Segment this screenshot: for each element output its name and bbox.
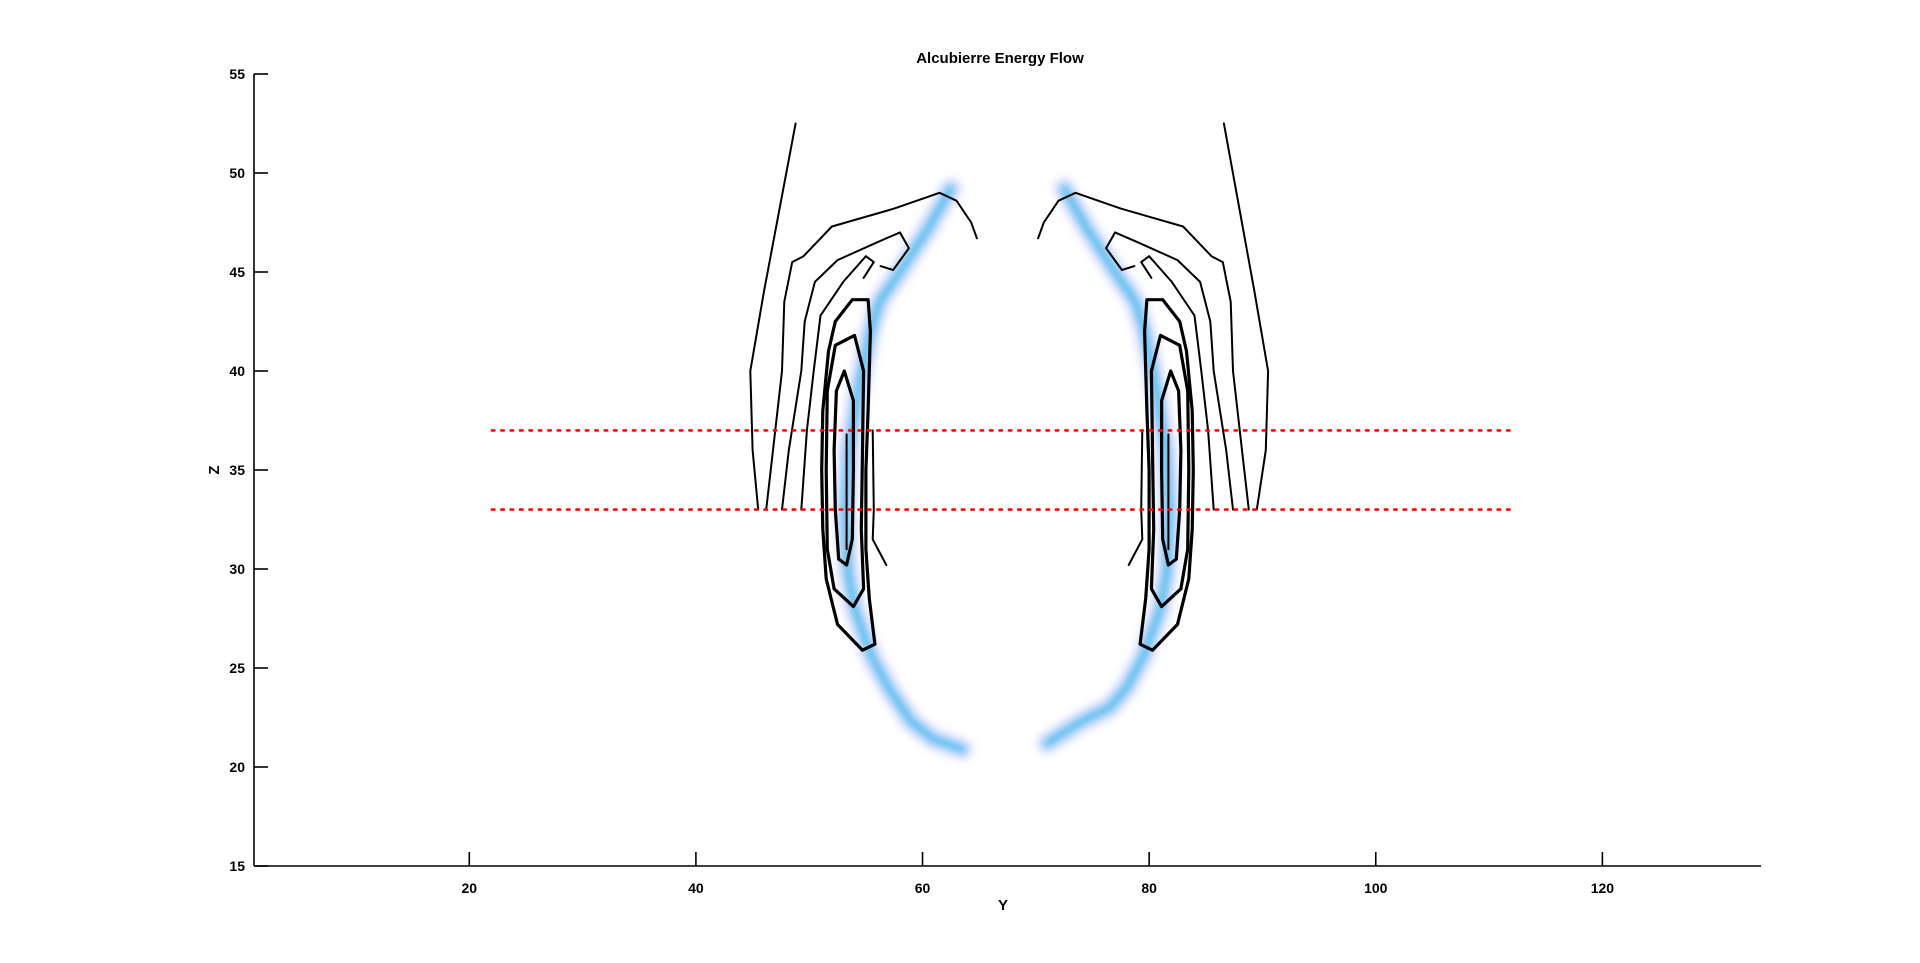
- y-tick-label: 35: [229, 462, 245, 478]
- energy-density-glow: [846, 189, 1170, 749]
- x-tick-label: 20: [461, 880, 477, 896]
- x-tick-label: 40: [688, 880, 704, 896]
- y-axis-label: Z: [206, 465, 223, 474]
- contour-stem-right: [1129, 430, 1143, 565]
- y-tick-label: 55: [229, 66, 245, 82]
- y-tick-label: 45: [229, 264, 245, 280]
- y-tick-label: 25: [229, 660, 245, 676]
- y-ticks: 15 20 25 30 35 40 45 50 55: [229, 66, 268, 874]
- axes: 20 40 60 80 100 120 15 20 25 30 35 40 45 50 55: [229, 66, 1761, 896]
- y-tick-label: 15: [229, 858, 245, 874]
- chart-title: Alcubierre Energy Flow: [916, 50, 1084, 67]
- x-tick-label: 100: [1364, 880, 1388, 896]
- y-tick-label: 50: [229, 165, 245, 181]
- y-tick-label: 20: [229, 759, 245, 775]
- guide-lines: [492, 430, 1512, 509]
- contour-lines: [750, 124, 1268, 651]
- x-tick-label: 80: [1141, 880, 1157, 896]
- x-axis-label: Y: [998, 897, 1008, 914]
- contour-stem-left: [873, 430, 887, 565]
- x-tick-label: 60: [915, 880, 931, 896]
- y-tick-label: 40: [229, 363, 245, 379]
- y-tick-label: 30: [229, 561, 245, 577]
- x-ticks: 20 40 60 80 100 120: [461, 852, 1614, 896]
- x-tick-label: 120: [1591, 880, 1615, 896]
